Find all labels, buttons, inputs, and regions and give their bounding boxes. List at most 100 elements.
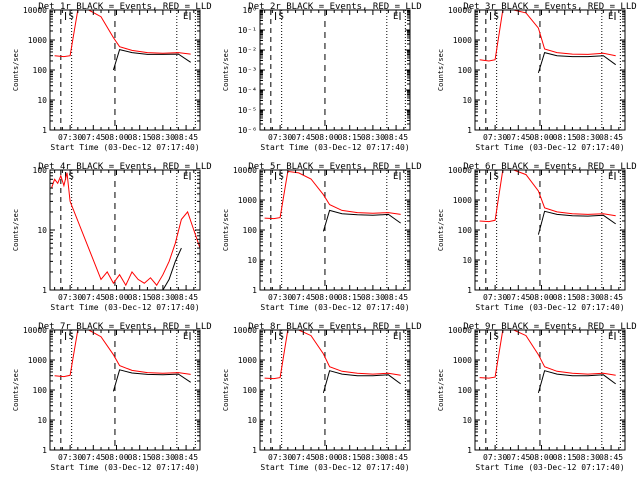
- x-tick-label: 08:30: [361, 133, 385, 142]
- y-tick-label: 10: [37, 226, 47, 235]
- x-tick-label: 08:45: [174, 293, 198, 302]
- y-axis-label: Counts/sec: [222, 209, 230, 251]
- x-tick-label: 08:30: [151, 293, 175, 302]
- x-tick-label: 08:45: [384, 453, 408, 462]
- y-tick-label: 10⁻⁵: [238, 106, 257, 115]
- y-axis-label: Counts/sec: [12, 49, 20, 91]
- panel-title: Det 4r BLACK = Events, RED = LLD: [38, 162, 211, 172]
- y-axis-label: Counts/sec: [437, 209, 445, 251]
- start-marker-label: S: [279, 172, 284, 182]
- x-tick-label: 07:45: [81, 453, 105, 462]
- x-tick-label: 08:45: [384, 293, 408, 302]
- y-tick-label: 1: [467, 446, 472, 455]
- y-tick-label: 10⁰: [243, 6, 257, 15]
- x-tick-label: 07:30: [268, 293, 292, 302]
- x-tick-label: 08:00: [529, 453, 553, 462]
- x-tick-label: 08:45: [599, 293, 623, 302]
- events-series-line: [537, 51, 616, 74]
- x-tick-label: 08:45: [599, 133, 623, 142]
- start-marker-label: S: [279, 332, 284, 342]
- panel-title: Det 7r BLACK = Events, RED = LLD: [38, 322, 211, 332]
- end-marker-label: E: [183, 172, 188, 182]
- x-tick-label: 08:00: [314, 133, 338, 142]
- x-axis-label: Start Time (03-Dec-12 07:17:40): [475, 463, 624, 472]
- x-tick-label: 08:00: [529, 133, 553, 142]
- end-marker-label: E: [393, 172, 398, 182]
- events-series-line: [112, 369, 191, 392]
- y-tick-label: 10: [247, 256, 257, 265]
- plot-frame: [474, 329, 626, 451]
- panel-title: Det 1r BLACK = Events, RED = LLD: [38, 2, 211, 12]
- x-tick-label: 07:45: [506, 453, 530, 462]
- x-tick-label: 08:15: [128, 293, 152, 302]
- y-tick-label: 10⁻⁴: [238, 86, 257, 95]
- plot-frame: [259, 169, 411, 291]
- y-tick-label: 10: [37, 96, 47, 105]
- x-tick-label: 08:15: [128, 453, 152, 462]
- plot-frame: [259, 329, 411, 451]
- y-tick-label: 1: [42, 446, 47, 455]
- start-marker-label: S: [69, 12, 74, 22]
- x-tick-label: 07:30: [483, 453, 507, 462]
- x-tick-label: 08:00: [314, 293, 338, 302]
- y-axis-label: Counts/sec: [12, 369, 20, 411]
- x-axis-label: Start Time (03-Dec-12 07:17:40): [475, 143, 624, 152]
- y-axis-label: Counts/sec: [12, 209, 20, 251]
- lld-series-line: [264, 170, 401, 220]
- y-tick-label: 10000: [233, 326, 257, 335]
- y-tick-label: 10: [247, 416, 257, 425]
- end-marker-label: E: [183, 332, 188, 342]
- y-tick-label: 1000: [453, 356, 472, 365]
- x-tick-label: 08:15: [338, 133, 362, 142]
- x-tick-label: 08:30: [576, 293, 600, 302]
- y-tick-label: 10000: [448, 166, 472, 175]
- x-tick-label: 08:30: [576, 453, 600, 462]
- events-series-line: [537, 370, 616, 394]
- panel-title: Det 3r BLACK = Events, RED = LLD: [463, 2, 636, 12]
- start-marker-label: S: [69, 332, 74, 342]
- end-marker-label: E: [393, 332, 398, 342]
- plot-frame: [474, 169, 626, 291]
- y-tick-label: 1: [467, 126, 472, 135]
- events-series-line: [322, 370, 401, 394]
- y-tick-label: 10⁻¹: [238, 26, 257, 35]
- y-tick-label: 100: [33, 386, 48, 395]
- x-tick-label: 08:30: [361, 453, 385, 462]
- x-tick-label: 08:15: [338, 453, 362, 462]
- plot-frame: [49, 9, 201, 131]
- y-axis-label: Counts/sec: [437, 49, 445, 91]
- y-tick-label: 1000: [28, 36, 47, 45]
- x-tick-label: 08:45: [174, 453, 198, 462]
- y-axis-label: Counts/sec: [222, 369, 230, 411]
- x-axis-label: Start Time (03-Dec-12 07:17:40): [260, 143, 409, 152]
- x-tick-label: 08:15: [553, 133, 577, 142]
- x-tick-label: 07:45: [506, 293, 530, 302]
- x-tick-label: 08:00: [314, 453, 338, 462]
- x-tick-label: 08:00: [104, 453, 128, 462]
- panel-title: Det 5r BLACK = Events, RED = LLD: [248, 162, 421, 172]
- events-series-line: [112, 49, 191, 71]
- start-marker-label: S: [494, 12, 499, 22]
- x-axis-label: Start Time (03-Dec-12 07:17:40): [260, 463, 409, 472]
- y-tick-label: 1: [467, 286, 472, 295]
- x-tick-label: 08:00: [529, 293, 553, 302]
- panel-title: Det 6r BLACK = Events, RED = LLD: [463, 162, 636, 172]
- x-tick-label: 08:15: [553, 453, 577, 462]
- plot-frame: [259, 9, 411, 131]
- end-marker-label: E: [393, 12, 398, 22]
- y-tick-label: 10⁻³: [238, 66, 257, 75]
- events-series-line: [162, 247, 182, 290]
- y-tick-label: 1000: [453, 36, 472, 45]
- x-tick-label: 07:30: [58, 453, 82, 462]
- x-tick-label: 08:30: [151, 453, 175, 462]
- start-marker-label: S: [279, 12, 284, 22]
- x-tick-label: 08:30: [576, 133, 600, 142]
- y-tick-label: 10000: [233, 166, 257, 175]
